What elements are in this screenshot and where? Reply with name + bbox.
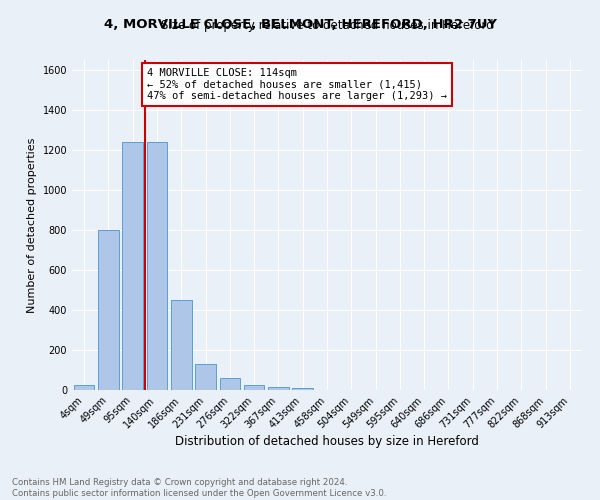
Bar bbox=[268, 387, 289, 390]
Bar bbox=[74, 385, 94, 390]
Bar bbox=[171, 300, 191, 390]
Bar bbox=[195, 364, 216, 390]
Bar bbox=[244, 385, 265, 390]
Text: Contains HM Land Registry data © Crown copyright and database right 2024.
Contai: Contains HM Land Registry data © Crown c… bbox=[12, 478, 386, 498]
Bar bbox=[122, 142, 143, 390]
Text: 4 MORVILLE CLOSE: 114sqm
← 52% of detached houses are smaller (1,415)
47% of sem: 4 MORVILLE CLOSE: 114sqm ← 52% of detach… bbox=[147, 68, 447, 101]
Bar bbox=[220, 378, 240, 390]
Text: 4, MORVILLE CLOSE, BELMONT, HEREFORD, HR2 7UY: 4, MORVILLE CLOSE, BELMONT, HEREFORD, HR… bbox=[104, 18, 497, 30]
Bar bbox=[146, 142, 167, 390]
Title: Size of property relative to detached houses in Hereford: Size of property relative to detached ho… bbox=[161, 20, 493, 32]
Bar bbox=[98, 230, 119, 390]
Y-axis label: Number of detached properties: Number of detached properties bbox=[27, 138, 37, 312]
X-axis label: Distribution of detached houses by size in Hereford: Distribution of detached houses by size … bbox=[175, 436, 479, 448]
Bar bbox=[292, 388, 313, 390]
